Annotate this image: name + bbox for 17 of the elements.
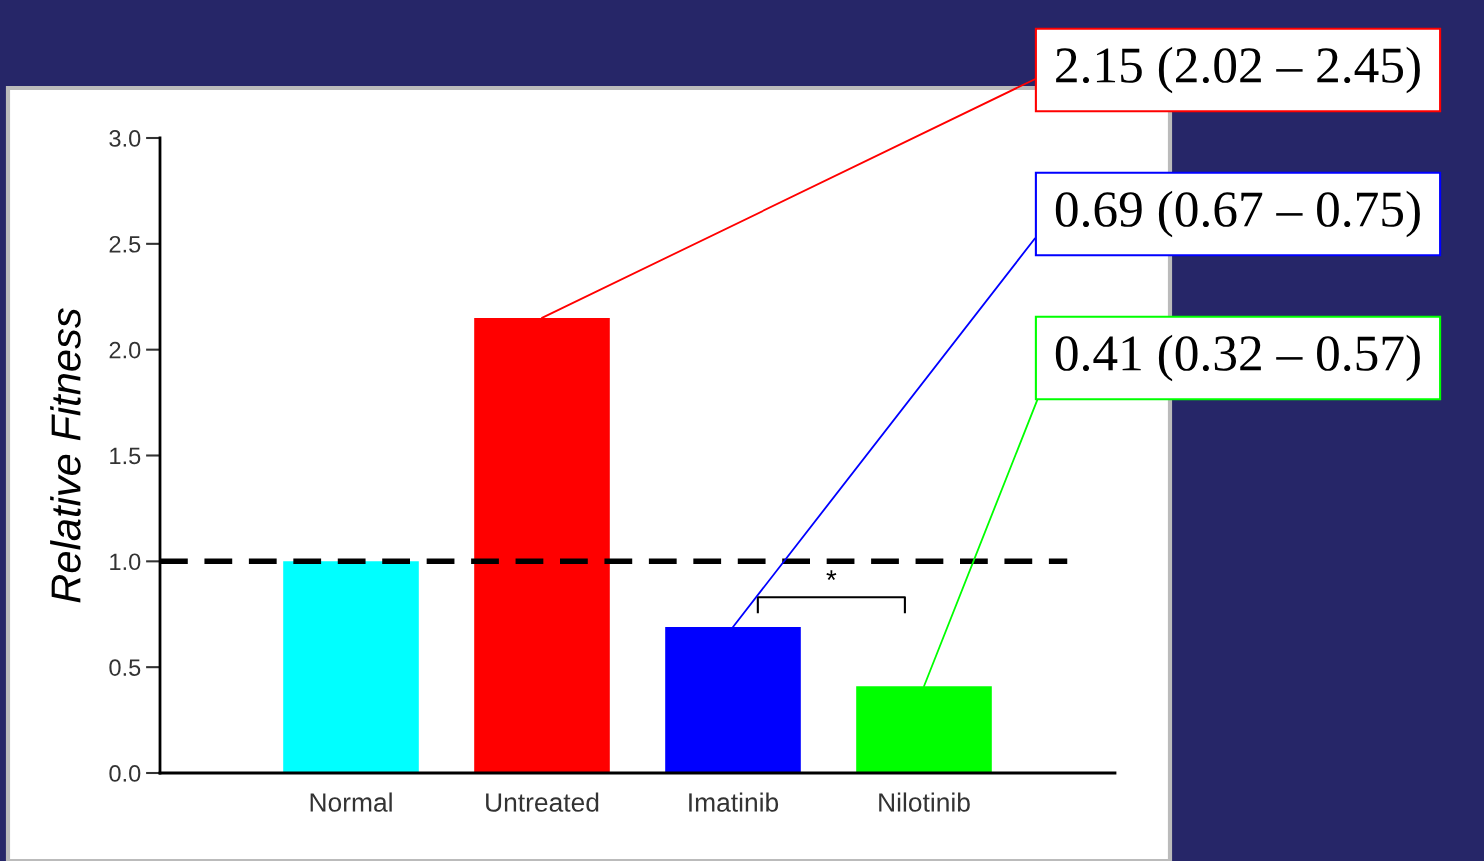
annotation: 0.41 (0.32 – 0.57) xyxy=(1055,334,1420,382)
y-tick-label: 0.5 xyxy=(109,659,141,676)
y-tick-label: 3.0 xyxy=(109,130,141,147)
annotation: * xyxy=(826,570,837,581)
y-tick-label: 0.0 xyxy=(109,765,141,782)
x-tick-label: Untreated xyxy=(486,792,599,812)
x-tick-label: Normal xyxy=(310,792,392,812)
y-tick-label: 1.5 xyxy=(110,447,141,465)
y-tick-label: 1.0 xyxy=(110,553,141,571)
x-tick-label: Imatinib xyxy=(689,792,779,812)
y-tick-label: 2.5 xyxy=(109,235,141,253)
annotation: 0.69 (0.67 – 0.75) xyxy=(1055,190,1420,238)
y-tick-label: 2.0 xyxy=(109,341,141,359)
bar xyxy=(283,561,419,773)
annotation: 2.15 (2.02 – 2.45) xyxy=(1056,46,1420,94)
x-tick-label: Nilotinib xyxy=(879,792,970,812)
y-axis-title: Relative Fitness xyxy=(50,308,81,603)
